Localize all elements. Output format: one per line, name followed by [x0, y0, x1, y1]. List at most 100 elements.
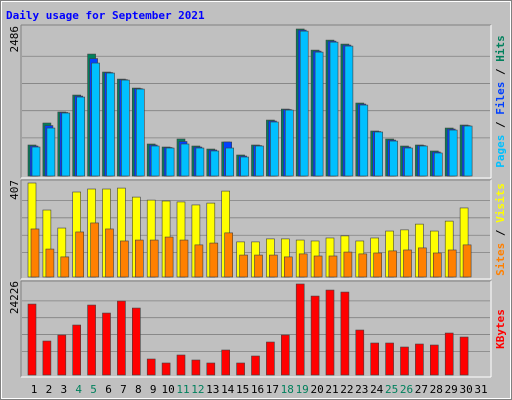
- bar: [340, 291, 350, 376]
- x-tick-label: 18: [281, 383, 294, 396]
- bar: [269, 254, 278, 278]
- bar: [418, 247, 427, 278]
- x-tick-label: 6: [105, 383, 112, 396]
- x-tick-label: 21: [325, 383, 338, 396]
- x-tick-label: 1: [31, 383, 38, 396]
- x-tick-label: 10: [161, 383, 174, 396]
- legend-separator: /: [494, 229, 507, 236]
- bar: [403, 249, 412, 278]
- bar: [314, 51, 324, 177]
- bar: [283, 256, 293, 278]
- bar: [270, 121, 279, 177]
- bar: [236, 362, 245, 376]
- x-tick-label: 24: [370, 383, 384, 396]
- x-tick-label: 23: [355, 383, 368, 396]
- bar: [76, 96, 85, 177]
- bar: [344, 45, 354, 177]
- bar: [374, 131, 384, 177]
- bar: [389, 140, 398, 177]
- bar: [325, 289, 335, 376]
- bar: [135, 239, 144, 278]
- bar: [106, 72, 115, 177]
- bar: [72, 324, 81, 376]
- legend-entry: Files: [494, 82, 507, 115]
- bar: [164, 236, 174, 278]
- bar: [60, 256, 70, 278]
- bar: [61, 112, 71, 177]
- legend-space: [494, 236, 507, 243]
- bar: [388, 250, 397, 278]
- legend-entry: Pages: [494, 135, 507, 168]
- bar: [221, 349, 230, 376]
- bar: [448, 129, 458, 177]
- bar: [87, 304, 96, 376]
- x-tick-label: 20: [310, 383, 323, 396]
- bar: [459, 336, 469, 376]
- bar: [102, 312, 111, 376]
- bar: [150, 145, 160, 177]
- bar: [359, 104, 369, 177]
- x-tick-label: 26: [400, 383, 413, 396]
- x-tick-label: 25: [385, 383, 398, 396]
- x-tick-label: 4: [75, 383, 82, 396]
- bar: [176, 354, 186, 376]
- x-tick-label: 16: [251, 383, 264, 396]
- bar: [404, 147, 413, 177]
- bar: [299, 30, 309, 177]
- y-tick-label: 407: [8, 180, 21, 200]
- bar: [385, 342, 394, 376]
- bar: [191, 359, 201, 376]
- x-tick-label: 27: [415, 383, 428, 396]
- legend: Sites / Visits: [494, 183, 507, 276]
- bar: [165, 147, 175, 177]
- bar: [313, 255, 323, 278]
- bar: [91, 62, 100, 177]
- bar: [179, 239, 189, 278]
- bar: [255, 145, 264, 177]
- legend-entry: KBytes: [494, 309, 507, 349]
- bar: [239, 254, 248, 278]
- bar: [329, 41, 339, 177]
- chart-title: Daily usage for September 2021: [6, 9, 205, 22]
- bar: [240, 156, 249, 177]
- bar: [447, 249, 457, 278]
- bar: [419, 145, 428, 177]
- y-tick-label: 2486: [8, 26, 21, 53]
- x-tick-label: 31: [474, 383, 487, 396]
- x-tick-label: 13: [206, 383, 219, 396]
- legend-space: [494, 75, 507, 82]
- bar: [432, 252, 442, 278]
- legend-entry: Hits: [494, 35, 507, 62]
- legend-space: [494, 223, 507, 230]
- bar: [400, 346, 409, 376]
- x-tick-label: 2: [46, 383, 53, 396]
- bar: [31, 146, 41, 177]
- bar: [195, 147, 205, 177]
- bar: [180, 143, 190, 177]
- bar: [146, 358, 156, 376]
- legend-space: [494, 128, 507, 135]
- bar: [46, 127, 56, 177]
- bar: [433, 152, 443, 177]
- bar: [224, 232, 233, 278]
- x-tick-label: 11: [176, 383, 189, 396]
- x-tick-label: 19: [296, 383, 309, 396]
- y-tick-label: 24226: [8, 281, 21, 314]
- bar: [117, 300, 126, 376]
- bar: [462, 244, 472, 278]
- bar: [254, 254, 263, 278]
- bar: [30, 228, 40, 278]
- bar: [429, 344, 439, 376]
- x-tick-label: 17: [266, 383, 279, 396]
- legend-separator: /: [494, 68, 507, 75]
- x-tick-label: 14: [221, 383, 235, 396]
- bar: [310, 295, 320, 376]
- x-tick-label: 15: [236, 383, 249, 396]
- bar: [298, 253, 308, 278]
- bar: [149, 239, 159, 278]
- bar: [328, 255, 338, 278]
- bar: [105, 228, 114, 278]
- x-tick-label: 12: [191, 383, 204, 396]
- legend-separator: /: [494, 121, 507, 128]
